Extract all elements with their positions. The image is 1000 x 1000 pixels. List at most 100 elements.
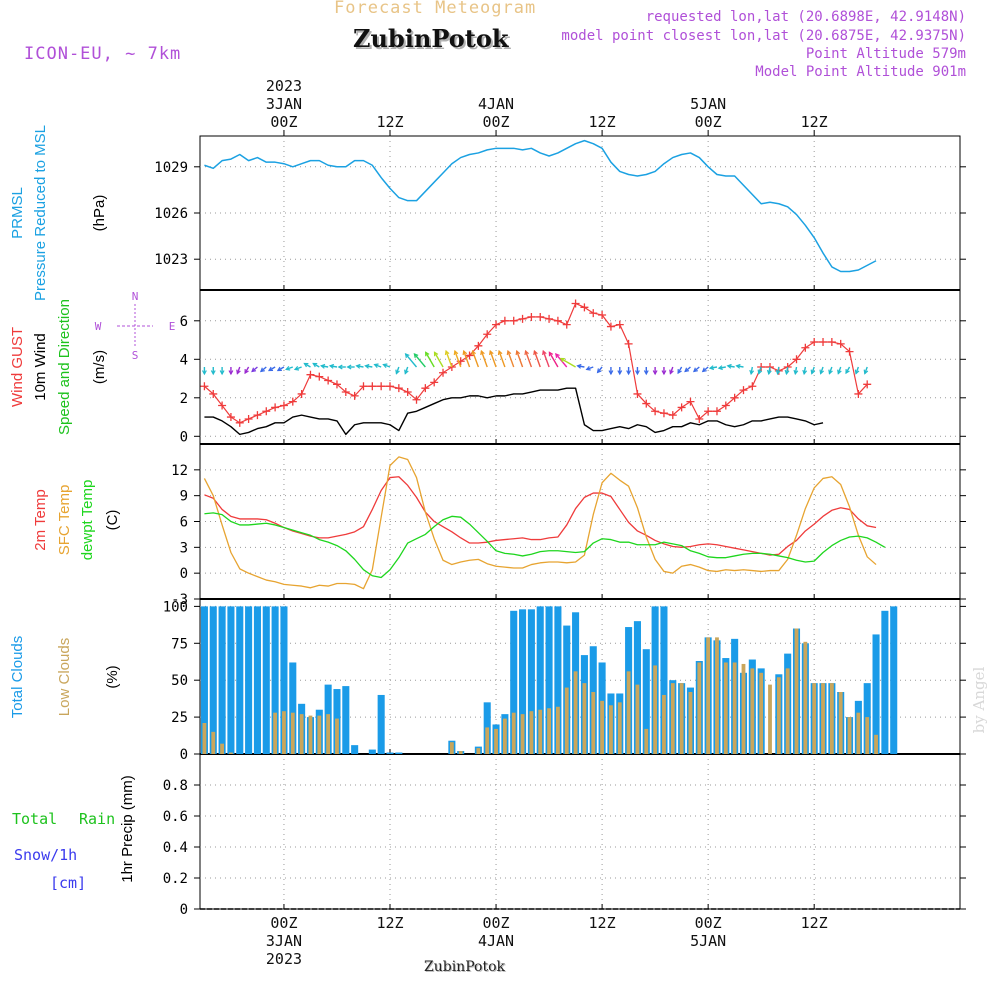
ytick-label-wind: 4: [180, 352, 188, 368]
wind-barb-head: [259, 367, 265, 373]
wind-gust-marker: [324, 376, 333, 385]
wind-barb: [533, 350, 541, 368]
low-cloud-bar: [662, 694, 666, 754]
top-axis-label: 4JAN: [478, 95, 514, 113]
total-cloud-bar: [289, 662, 297, 754]
wind-barb-head: [810, 369, 816, 375]
low-cloud-bar: [502, 718, 507, 754]
low-cloud-bar: [670, 683, 675, 754]
requested-point: requested lon,lat (20.6898E, 42.9148N): [645, 9, 966, 25]
total-cloud-bar: [236, 606, 244, 754]
low-cloud-bar: [547, 708, 551, 754]
low-cloud-bar: [520, 714, 525, 754]
ytick-label-temperature: 3: [180, 540, 188, 556]
low-cloud-bar: [706, 637, 711, 754]
wind-barb-head: [337, 364, 343, 370]
low-cloud-bar: [794, 628, 799, 754]
wind-label-10m: 10m Wind: [32, 333, 49, 401]
wind-gust-marker: [571, 299, 580, 308]
wind-gust-marker: [536, 312, 545, 321]
low-cloud-bar: [538, 709, 543, 754]
wind-barb-head: [228, 370, 234, 376]
wind-gust-marker: [739, 386, 748, 395]
wind-gust-marker: [606, 322, 615, 331]
low-cloud-bar: [653, 665, 658, 754]
model-point: model point closest lon,lat (20.6875E, 4…: [561, 28, 966, 44]
wind-gust-marker: [359, 382, 368, 391]
wind-gust-marker: [412, 395, 421, 404]
wind-gust-marker: [465, 351, 474, 360]
wind-barb-head: [355, 363, 361, 369]
wind-barb-head: [708, 365, 715, 371]
wind-barb-head: [775, 369, 781, 376]
ytick-label-pressure: 1026: [154, 206, 188, 222]
compass-s: S: [132, 349, 139, 362]
wind-barb: [433, 351, 444, 368]
low-cloud-bar: [838, 692, 843, 754]
total-cloud-bar: [377, 694, 385, 754]
bottom-axis-label: 12Z: [589, 914, 616, 932]
bottom-axis-label: 12Z: [376, 914, 403, 932]
wind-barb-head: [828, 369, 833, 375]
wind-barb-head: [201, 370, 207, 376]
wind-gust-marker: [235, 418, 244, 427]
total-cloud-bar: [262, 606, 270, 754]
low-cloud-bar: [750, 668, 755, 754]
ytick-label-pressure: 1023: [154, 252, 188, 268]
meteogram-title: Forecast Meteogram: [334, 0, 537, 18]
precip-legend-total: Total: [12, 810, 57, 828]
wind-barb-head: [576, 363, 582, 369]
wind-gust-marker: [659, 409, 668, 418]
low-cloud-bar: [529, 711, 534, 754]
wind-barb: [425, 351, 435, 368]
low-cloud-bar: [591, 692, 596, 754]
low-cloud-bar: [290, 712, 295, 754]
low-cloud-bar: [220, 743, 225, 754]
low-cloud-bar: [617, 702, 622, 754]
wind-gust-line: [204, 302, 868, 424]
wind-barb-head: [749, 369, 755, 376]
bottom-axis-label: 4JAN: [478, 932, 514, 950]
top-axis-label: 12Z: [589, 113, 616, 131]
top-axis-label: 00Z: [695, 113, 722, 131]
wind-barb-head: [585, 365, 591, 371]
low-cloud-bar: [829, 683, 834, 754]
bottom-axis-label: 12Z: [801, 914, 828, 932]
low-cloud-bar: [697, 662, 702, 754]
wind-barb-head: [559, 357, 565, 363]
low-cloud-bar: [812, 683, 817, 754]
top-axis-label: 5JAN: [690, 95, 726, 113]
wind-gust-marker: [509, 316, 518, 325]
wind-barb-head: [661, 370, 667, 376]
wind-barb-head: [404, 369, 409, 375]
wind-barb-head: [626, 370, 632, 376]
wind-barb-head: [312, 362, 318, 368]
low-cloud-bar: [573, 671, 578, 754]
temp-label-sfc: SFC Temp: [56, 485, 73, 556]
low-cloud-bar: [202, 723, 207, 754]
wind-label-gust: Wind GUST: [9, 327, 26, 407]
low-cloud-bar: [688, 692, 693, 754]
temp-series-1: [203, 456, 877, 590]
clouds-label-units: (%): [104, 665, 121, 688]
wind-barb: [498, 350, 506, 368]
compass-e: E: [169, 320, 176, 333]
wind-barb: [471, 350, 480, 368]
wind-gust-marker: [271, 403, 280, 412]
wind-barb-head: [555, 353, 560, 359]
low-cloud-bar: [776, 677, 781, 754]
wind-gust-marker: [651, 407, 660, 416]
wind-gust-marker: [350, 391, 359, 400]
top-axis-label: 12Z: [801, 113, 828, 131]
low-cloud-bar: [555, 706, 560, 754]
wind-gust-marker: [845, 347, 854, 356]
low-cloud-bar: [282, 711, 286, 754]
wind-barb-head: [244, 369, 249, 375]
wind-label-units: (m/s): [91, 350, 108, 384]
wind-gust-marker: [836, 339, 845, 348]
low-cloud-bar: [564, 687, 569, 754]
wind-gust-marker: [677, 403, 686, 412]
wind-barb-head: [548, 351, 554, 357]
